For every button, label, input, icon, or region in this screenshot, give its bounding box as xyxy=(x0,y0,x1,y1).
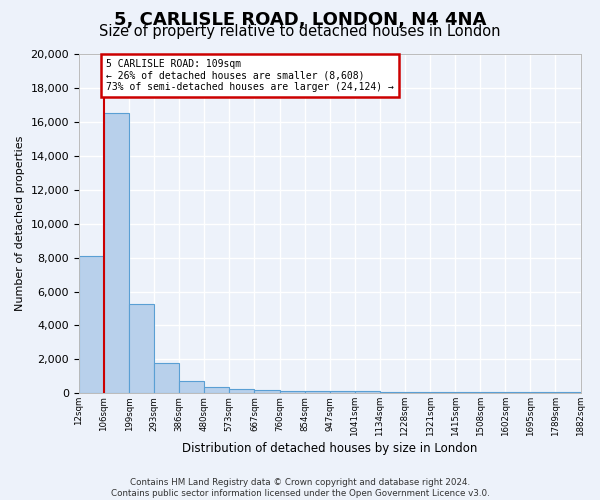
Bar xyxy=(380,392,405,394)
Text: Size of property relative to detached houses in London: Size of property relative to detached ho… xyxy=(99,24,501,39)
Bar xyxy=(280,390,305,394)
Bar xyxy=(355,392,380,394)
Bar xyxy=(129,304,154,394)
Bar xyxy=(104,113,129,394)
X-axis label: Distribution of detached houses by size in London: Distribution of detached houses by size … xyxy=(182,442,478,455)
Y-axis label: Number of detached properties: Number of detached properties xyxy=(15,136,25,312)
Bar xyxy=(480,392,505,394)
Bar xyxy=(79,256,104,394)
Bar xyxy=(179,381,205,394)
Bar xyxy=(154,363,179,394)
Bar xyxy=(205,387,229,394)
Bar xyxy=(505,392,530,394)
Bar xyxy=(530,392,556,394)
Bar xyxy=(405,392,430,394)
Text: 5, CARLISLE ROAD, LONDON, N4 4NA: 5, CARLISLE ROAD, LONDON, N4 4NA xyxy=(114,11,486,29)
Text: Contains HM Land Registry data © Crown copyright and database right 2024.
Contai: Contains HM Land Registry data © Crown c… xyxy=(110,478,490,498)
Bar xyxy=(556,392,581,394)
Bar xyxy=(305,391,330,394)
Bar xyxy=(430,392,455,394)
Bar xyxy=(455,392,480,394)
Bar xyxy=(330,392,355,394)
Text: 5 CARLISLE ROAD: 109sqm
← 26% of detached houses are smaller (8,608)
73% of semi: 5 CARLISLE ROAD: 109sqm ← 26% of detache… xyxy=(106,59,394,92)
Bar xyxy=(254,390,280,394)
Bar xyxy=(229,389,254,394)
